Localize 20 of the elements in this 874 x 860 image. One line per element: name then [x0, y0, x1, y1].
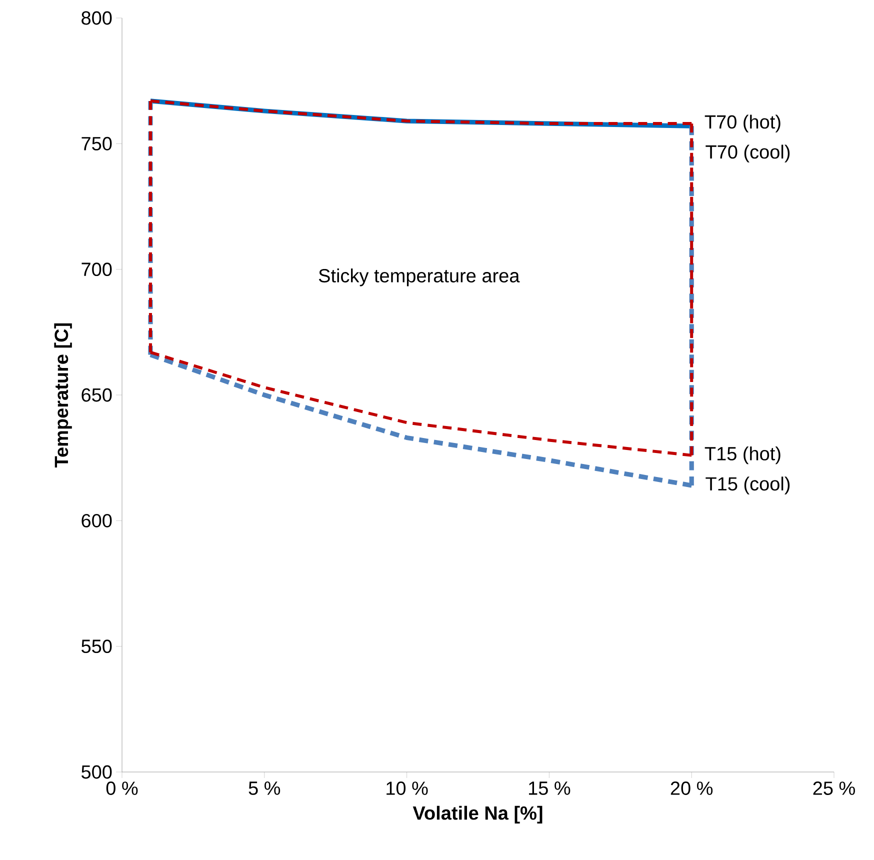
y-tick-label: 600 — [82, 514, 112, 528]
y-tick-label: 800 — [82, 11, 112, 25]
annotation: Sticky temperature area — [318, 268, 520, 286]
x-tick-label: 5 % — [248, 782, 280, 795]
x-tick-label: 20 % — [670, 782, 713, 795]
y-tick-label: 650 — [82, 388, 112, 402]
series-label: T15 (cool) — [706, 476, 790, 494]
y-tick-label: 500 — [82, 765, 112, 779]
y-tick-label: 550 — [82, 640, 112, 654]
y-tick-label: 700 — [82, 262, 112, 276]
series-label: T70 (hot) — [704, 114, 780, 132]
y-tick-label: 750 — [82, 136, 112, 150]
series-label: T70 (cool) — [706, 144, 790, 162]
series-label: T15 (hot) — [704, 446, 780, 464]
y-axis-title: Temperature [C] — [54, 323, 72, 468]
x-tick-label: 15 % — [528, 782, 570, 795]
x-axis-title: Volatile Na [%] — [412, 806, 542, 824]
x-tick-label: 10 % — [386, 782, 428, 795]
x-tick-label: 25 % — [813, 782, 855, 795]
x-tick-label: 0 % — [106, 782, 138, 795]
